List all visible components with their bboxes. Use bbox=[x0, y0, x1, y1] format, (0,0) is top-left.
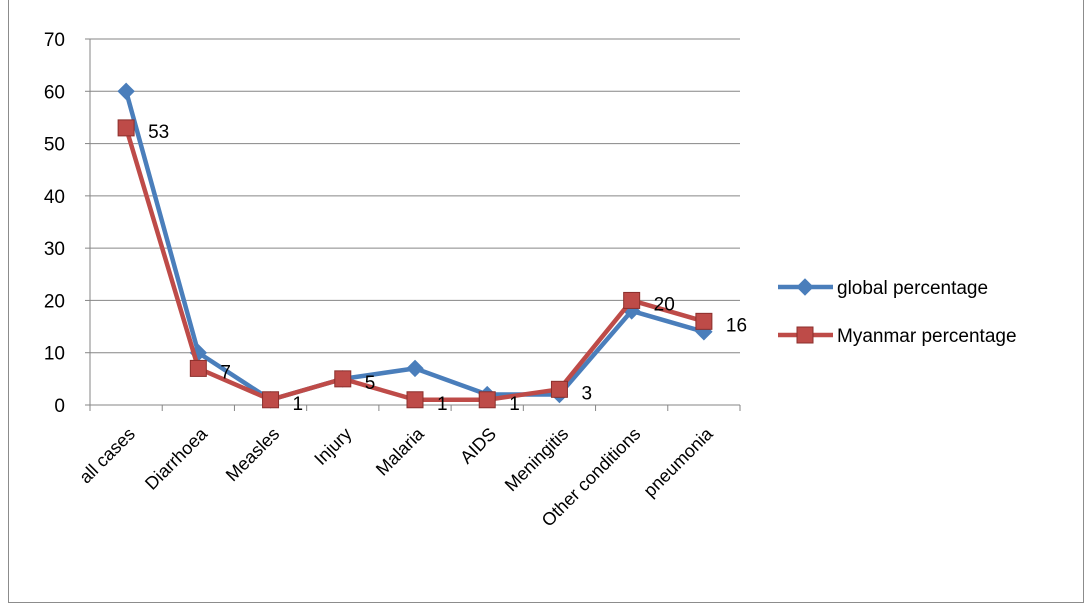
y-tick-label: 30 bbox=[44, 239, 65, 260]
y-tick-label: 10 bbox=[44, 344, 65, 365]
data-label: 3 bbox=[581, 383, 592, 404]
data-label: 5 bbox=[365, 373, 376, 394]
series-line-global bbox=[123, 90, 705, 403]
legend-label: Myanmar percentage bbox=[837, 326, 1017, 347]
chart-area bbox=[8, 0, 1084, 603]
legend: global percentage Myanmar percentage bbox=[778, 278, 1017, 347]
point-marker bbox=[550, 380, 568, 398]
x-tick-label: AIDS bbox=[456, 424, 500, 468]
x-tick-label: Meningitis bbox=[501, 424, 572, 495]
x-tick-label: pneumonia bbox=[640, 423, 718, 501]
data-label: 7 bbox=[220, 362, 231, 383]
x-tick-label: Malaria bbox=[372, 423, 429, 480]
point-marker bbox=[406, 359, 424, 378]
axes: 0 10 20 30 40 50 60 70 all cases Diarrhoea Measles… bbox=[44, 30, 741, 531]
y-tick-label: 0 bbox=[54, 396, 65, 417]
x-tick-label: Diarrhoea bbox=[141, 423, 212, 494]
point-marker bbox=[623, 291, 641, 309]
y-tick-label: 40 bbox=[44, 187, 65, 208]
data-label: 1 bbox=[293, 394, 304, 415]
data-label: 20 bbox=[654, 294, 675, 315]
point-marker bbox=[117, 82, 135, 100]
point-marker bbox=[796, 326, 814, 344]
data-label: 1 bbox=[509, 394, 520, 415]
point-marker bbox=[262, 391, 280, 409]
point-marker bbox=[796, 278, 814, 296]
data-label: 1 bbox=[437, 394, 448, 415]
data-labels: 53 7 1 5 1 1 3 20 16 bbox=[148, 122, 747, 415]
y-tick-label: 70 bbox=[44, 30, 65, 51]
point-marker bbox=[189, 359, 207, 377]
point-marker bbox=[478, 391, 496, 409]
y-tick-label: 60 bbox=[44, 82, 65, 103]
point-marker bbox=[117, 119, 135, 137]
data-label: 53 bbox=[148, 122, 169, 143]
y-tick-label: 50 bbox=[44, 135, 65, 156]
legend-label: global percentage bbox=[837, 278, 988, 299]
point-marker bbox=[334, 370, 352, 388]
y-tick-label: 20 bbox=[44, 291, 65, 312]
x-tick-label: all cases bbox=[75, 424, 139, 488]
series-line-myanmar bbox=[123, 127, 705, 403]
x-tick-label: Measles bbox=[222, 424, 284, 486]
point-marker bbox=[406, 391, 424, 409]
point-marker bbox=[695, 312, 713, 330]
x-tick-label: Injury bbox=[310, 424, 355, 469]
data-label: 16 bbox=[726, 315, 747, 336]
series-group bbox=[117, 82, 713, 409]
